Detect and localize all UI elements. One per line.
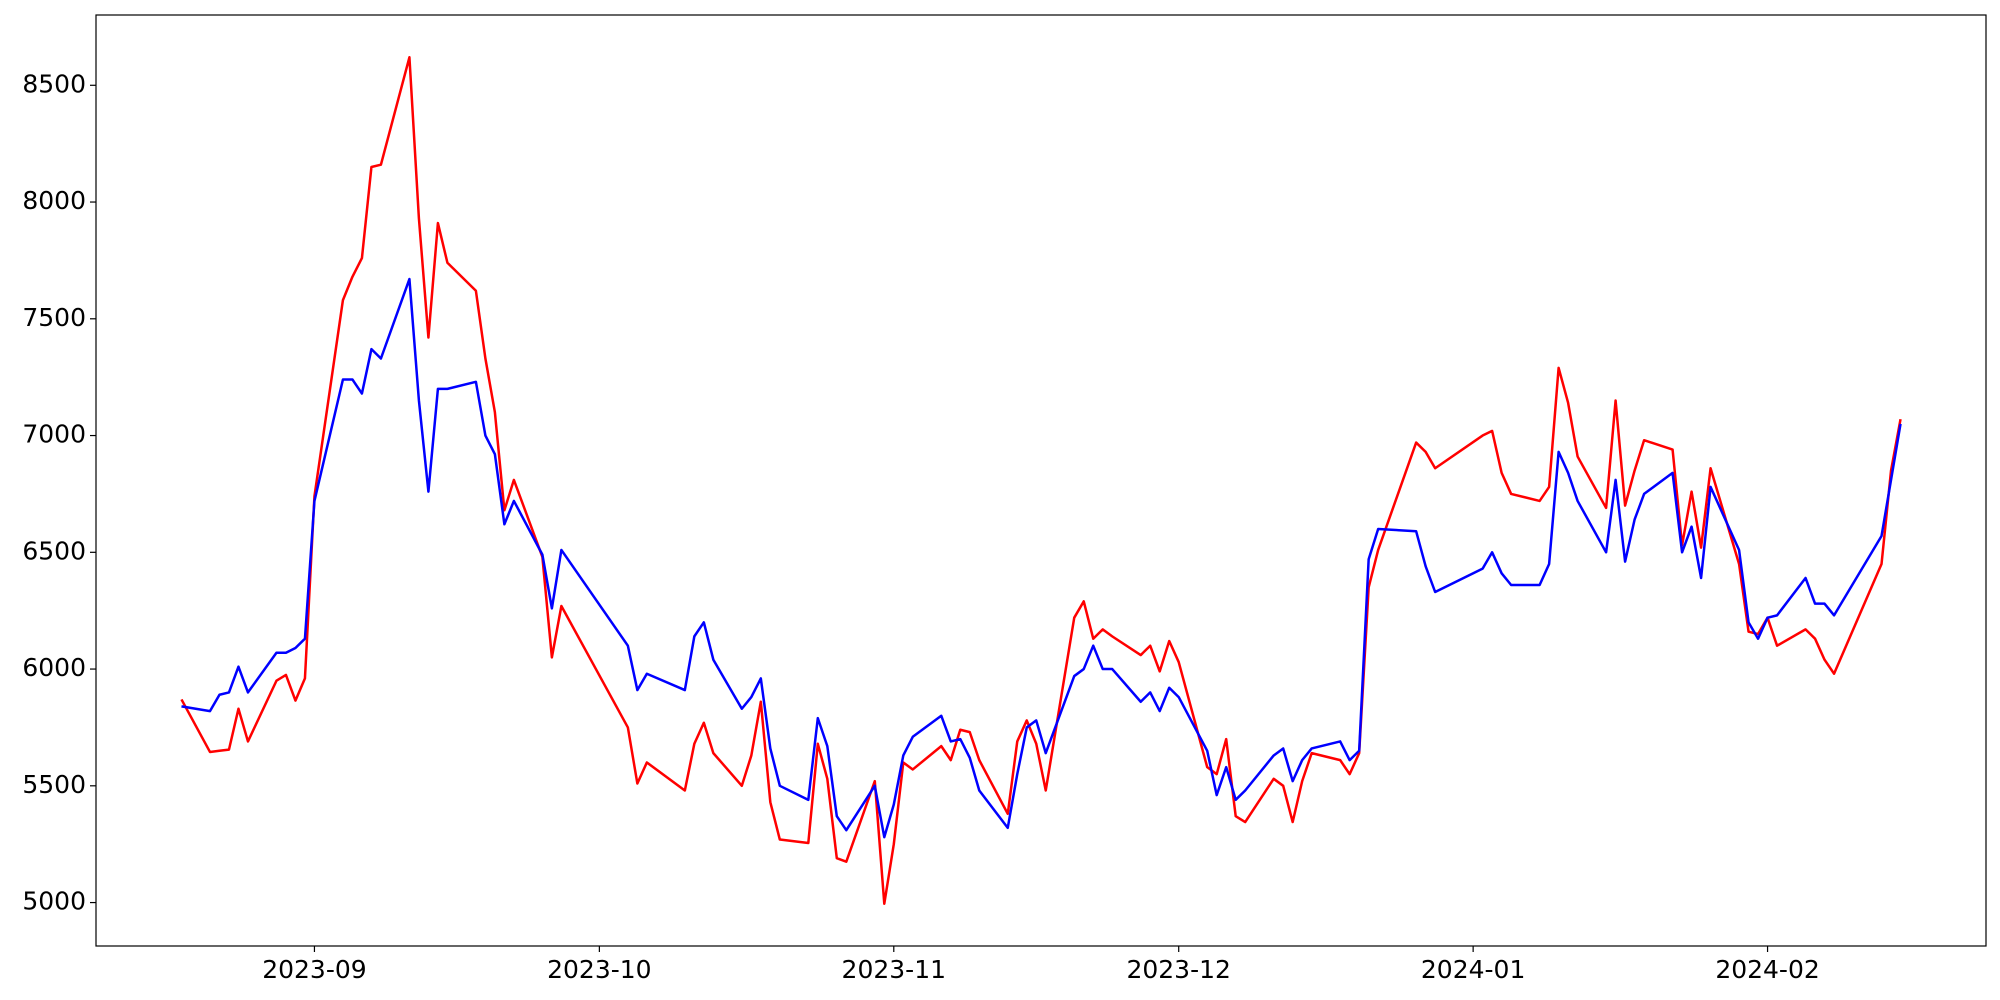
y-tick-label: 7000 [22, 420, 86, 449]
y-tick-label: 7500 [22, 303, 86, 332]
y-tick-label: 5500 [22, 770, 86, 799]
x-tick-label: 2023-10 [547, 955, 651, 984]
y-tick-label: 6500 [22, 536, 86, 565]
x-tick-label: 2023-12 [1126, 955, 1230, 984]
data-line [180, 56, 1902, 905]
y-tick-label: 5000 [22, 887, 86, 916]
x-tick-label: 2024-01 [1421, 955, 1525, 984]
y-tick-label: 6000 [22, 653, 86, 682]
plot-frame [95, 14, 1987, 947]
y-tick-label: 8500 [22, 69, 86, 98]
x-tick-label: 2024-02 [1715, 955, 1819, 984]
y-tick-label: 8000 [22, 186, 86, 215]
x-tick-label: 2023-11 [842, 955, 946, 984]
x-tick-label: 2023-09 [262, 955, 366, 984]
data-line [181, 277, 1902, 839]
